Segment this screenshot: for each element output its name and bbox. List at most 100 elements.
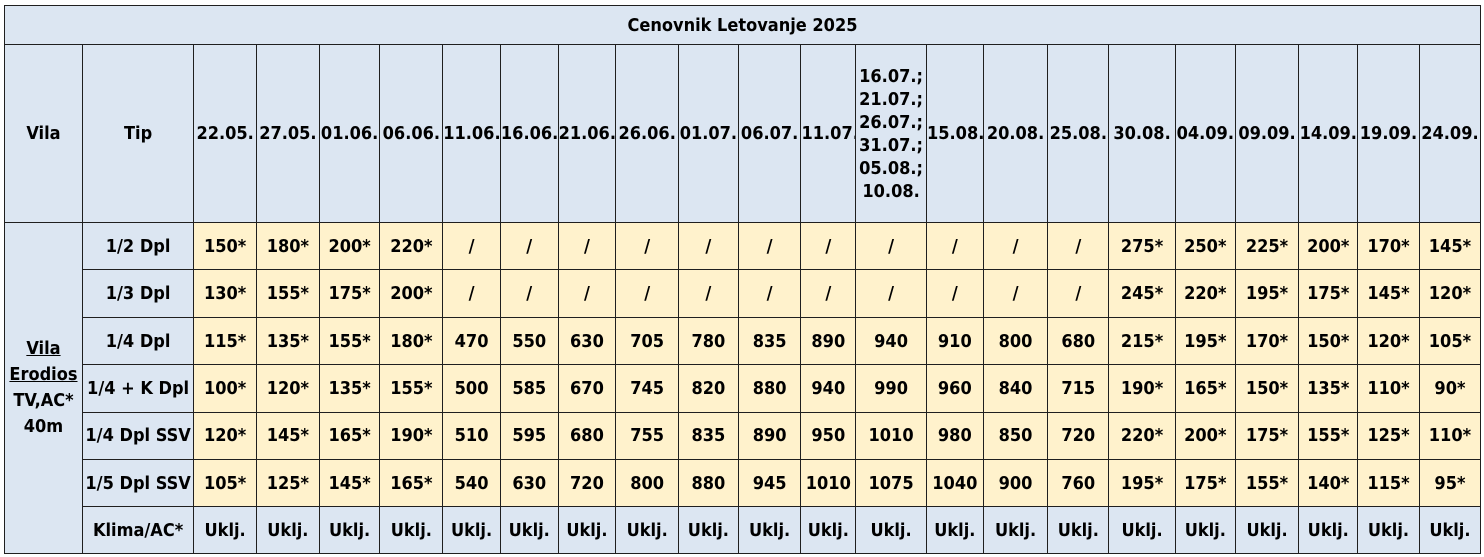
klima-cell: Uklj. [1298,506,1359,554]
price-cell: / [800,221,857,271]
column-header-date: 09.09. [1234,44,1300,223]
price-cell: 140* [1298,459,1359,508]
price-cell: 175* [318,269,381,318]
table-row: 1/5 Dpl SSV 105* 125* 145* 165* 540 630 720 800 8… [5,459,1482,508]
price-cell: 200* [379,269,444,318]
klima-cell: Uklj. [499,506,559,554]
price-cell: 195* [1234,269,1300,318]
price-cell: 220* [1174,269,1236,318]
price-cell: 190* [1108,364,1176,413]
villa-distance: 40m [23,415,64,437]
price-cell: 145* [318,459,381,508]
price-cell: 105* [1418,316,1482,366]
column-header-date: 06.06. [379,44,444,223]
price-cell: 890 [737,411,802,461]
price-cell: 880 [678,459,739,508]
price-cell: 200* [318,221,381,271]
klima-cell: Uklj. [737,506,802,554]
klima-cell: Uklj. [1047,506,1110,554]
price-cell: 125* [256,459,320,508]
price-cell: 990 [855,364,927,413]
room-type-cell: 1/4 + K Dpl [81,364,195,413]
price-cell: 910 [925,316,984,366]
price-cell: 275* [1108,221,1176,271]
price-cell: / [557,269,617,318]
price-cell: 470 [442,316,501,366]
table-title: Cenovnik Letovanje 2025 [4,4,1481,46]
price-cell: 135* [256,316,320,366]
column-header-vila: Vila [4,44,83,223]
klima-cell: Uklj. [256,506,320,554]
column-header-date: 24.09. [1418,44,1482,223]
table-row: 1/4 + K Dpl 100* 120* 135* 155* 500 585 670 745 8… [5,364,1482,413]
price-cell: 130* [193,269,257,318]
price-cell: / [855,221,927,271]
klima-cell: Uklj. [193,506,257,554]
klima-cell: Uklj. [1234,506,1300,554]
price-cell: 165* [1174,364,1236,413]
price-cell: 90* [1418,364,1482,413]
price-cell: 175* [1298,269,1359,318]
klima-cell: Uklj. [1418,506,1482,554]
price-cell: / [737,221,802,271]
price-cell: / [1047,269,1110,318]
price-cell: 840 [982,364,1049,413]
klima-cell: Uklj. [318,506,381,554]
klima-cell: Uklj. [442,506,501,554]
klima-cell: Uklj. [982,506,1049,554]
price-cell: 1010 [855,411,927,461]
price-cell: 225* [1234,221,1300,271]
price-cell: 890 [800,316,857,366]
price-cell: 220* [1108,411,1176,461]
price-cell: 215* [1108,316,1176,366]
price-cell: 165* [379,459,444,508]
room-type-cell: 1/2 Dpl [81,221,195,271]
price-cell: 900 [982,459,1049,508]
price-cell: 630 [499,459,559,508]
price-cell: 135* [1298,364,1359,413]
villa-name-line2: Erodios [9,363,78,385]
price-cell: / [925,269,984,318]
price-cell: 720 [557,459,617,508]
price-cell: 780 [678,316,739,366]
price-cell: 680 [557,411,617,461]
column-header-date: 25.08. [1047,44,1110,223]
table-row-klima: Klima/AC* Uklj. Uklj. Uklj. Uklj. Uklj. Uklj. U… [5,506,1482,554]
price-cell: 195* [1108,459,1176,508]
price-cell: 110* [1418,411,1482,461]
price-cell: 115* [193,316,257,366]
price-cell: 1075 [855,459,927,508]
price-cell: 155* [1298,411,1359,461]
table-row: 1/3 Dpl 130* 155* 175* 200* / / / / / / / / / //245* 22… [5,269,1482,318]
klima-cell: Uklj. [800,506,857,554]
price-cell: 150* [1298,316,1359,366]
price-cell: 680 [1047,316,1110,366]
price-cell: 170* [1234,316,1300,366]
price-cell: 125* [1357,411,1420,461]
price-cell: / [737,269,802,318]
klima-label-cell: Klima/AC* [81,506,195,554]
column-header-date: 19.09. [1357,44,1420,223]
price-cell: 715 [1047,364,1110,413]
price-cell: 220* [379,221,444,271]
price-cell: 1040 [925,459,984,508]
price-cell: / [615,269,680,318]
price-cell: 200* [1298,221,1359,271]
date-line: 10.08. [862,180,920,202]
date-line: 31.07.; [859,134,923,156]
price-cell: 170* [1357,221,1420,271]
price-cell: 120* [1357,316,1420,366]
column-header-date: 30.08. [1108,44,1176,223]
price-cell: 670 [557,364,617,413]
price-cell: 800 [615,459,680,508]
price-cell: 120* [1418,269,1482,318]
column-header-tip: Tip [81,44,195,223]
price-cell: 175* [1174,459,1236,508]
price-cell: / [800,269,857,318]
price-cell: / [982,221,1049,271]
room-type-cell: 1/4 Dpl [81,316,195,366]
price-cell: 165* [318,411,381,461]
column-header-date: 11.07. [800,44,857,223]
klima-cell: Uklj. [557,506,617,554]
klima-cell: Uklj. [925,506,984,554]
